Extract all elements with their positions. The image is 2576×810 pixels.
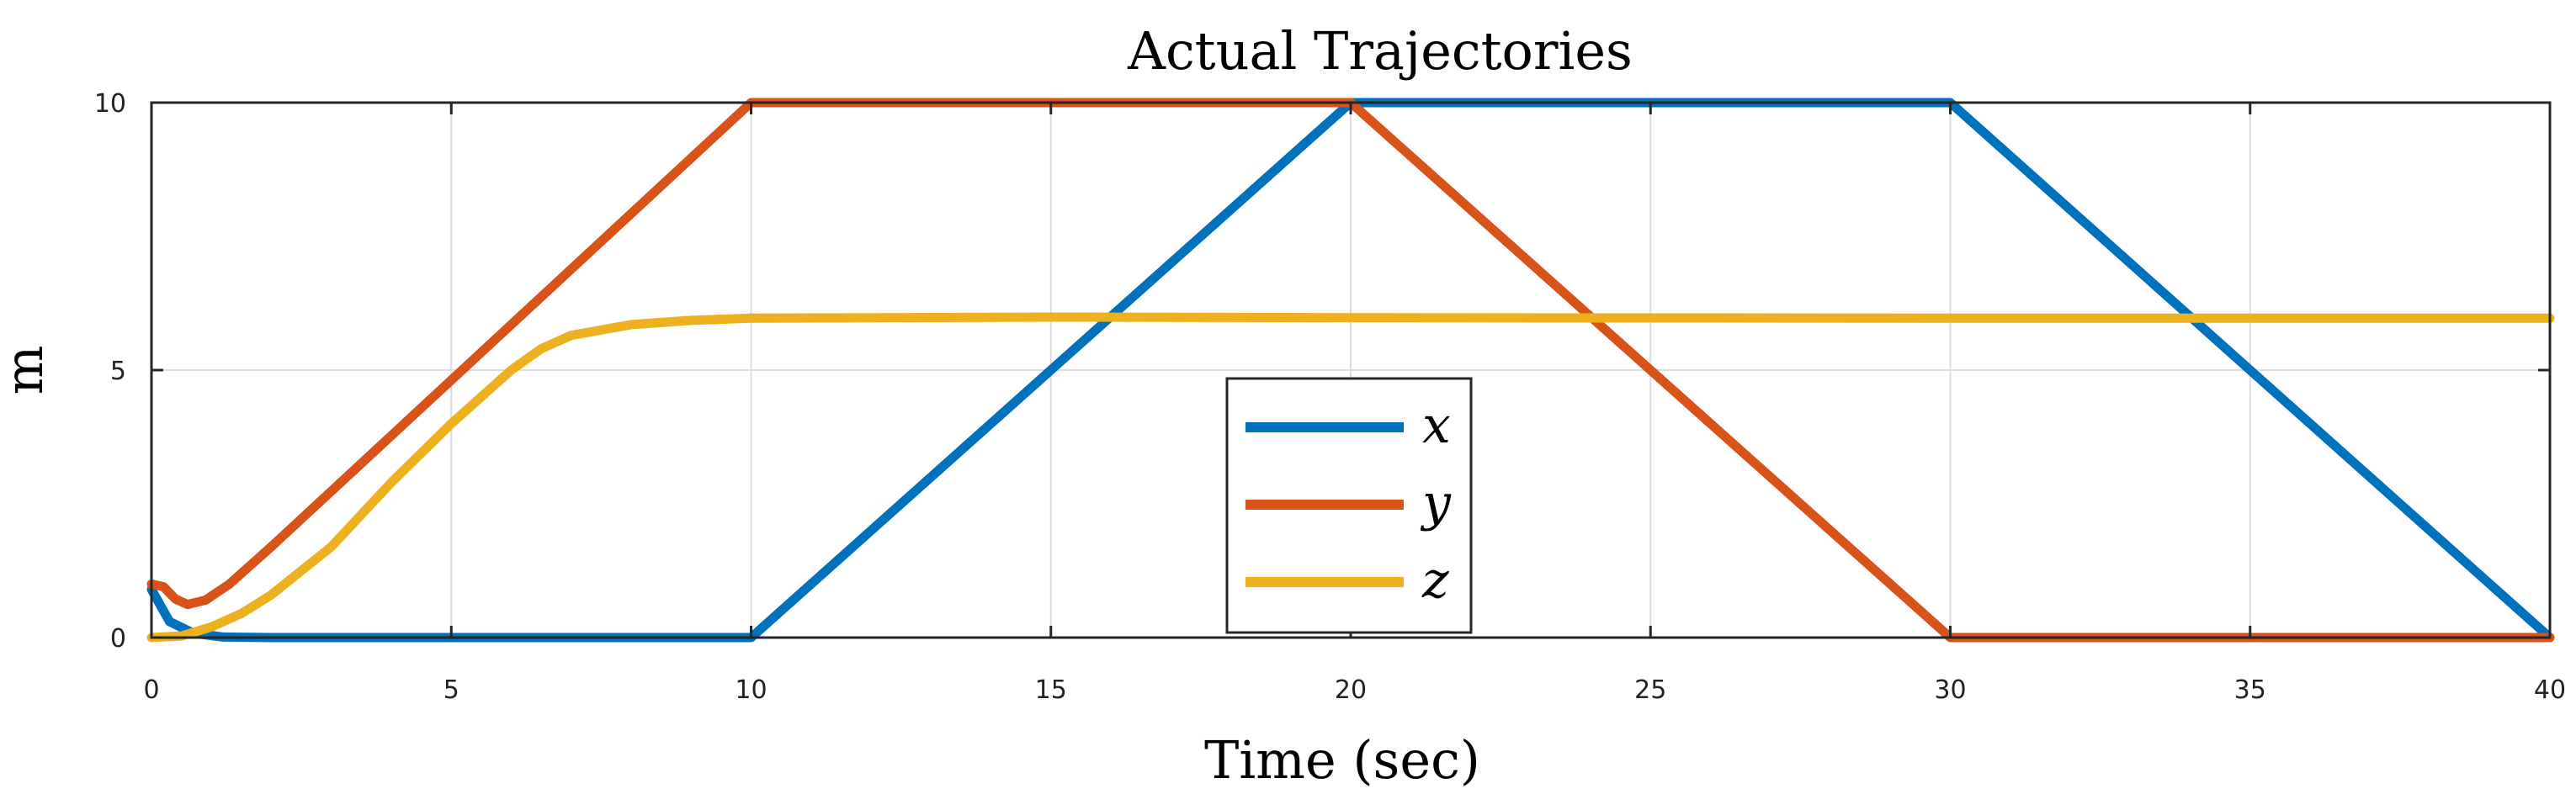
x-tick-label: 10 (735, 675, 767, 705)
legend-label-y: y (1420, 474, 1452, 532)
x-tick-label: 5 (443, 675, 459, 705)
legend-label-z: z (1421, 551, 1449, 610)
y-tick-labels: 0 5 10 (94, 89, 126, 654)
x-axis-label: Time (sec) (1204, 729, 1480, 791)
x-tick-label: 30 (1934, 675, 1966, 705)
y-tick-label: 0 (110, 624, 126, 654)
x-tick-label: 25 (1634, 675, 1666, 705)
y-tick-label: 10 (94, 89, 126, 119)
x-tick-labels: 0 5 10 15 20 25 30 35 40 (143, 675, 2566, 705)
y-tick-label: 5 (110, 357, 126, 386)
series-line-z (146, 312, 2555, 643)
x-tick-label: 15 (1035, 675, 1067, 705)
x-tick-label: 0 (143, 675, 159, 705)
tick-marks (150, 101, 2552, 639)
chart-title: Actual Trajectories (1127, 20, 1633, 82)
series-line-y (146, 98, 2555, 643)
y-axis-label: m (0, 346, 55, 395)
legend-label-x: x (1422, 396, 1451, 455)
x-tick-label: 20 (1335, 675, 1367, 705)
x-tick-label: 40 (2534, 675, 2566, 705)
legend: xyz (1225, 377, 1473, 634)
x-tick-label: 35 (2234, 675, 2266, 705)
